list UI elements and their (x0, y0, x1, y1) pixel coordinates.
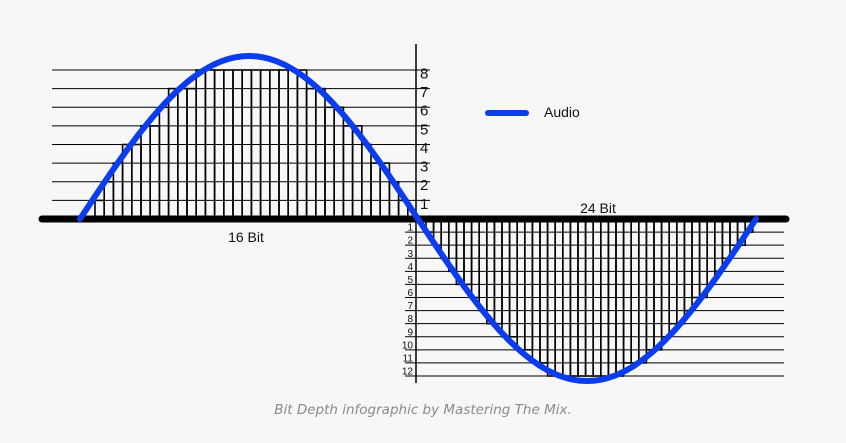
label-16-bit: 16 Bit (228, 229, 264, 245)
sample-bar-16bit (370, 162, 381, 220)
upper-level-label: 5 (420, 121, 428, 138)
sample-bar-16bit (167, 87, 179, 220)
lower-level-label: 11 (403, 353, 414, 364)
upper-level-label: 2 (420, 177, 428, 194)
lower-level-label: 2 (407, 236, 413, 247)
upper-level-label: 8 (420, 65, 428, 82)
sample-bar-16bit (342, 125, 354, 220)
lower-level-label: 10 (402, 340, 414, 351)
legend-audio-label: Audio (544, 104, 580, 120)
upper-level-label: 3 (420, 159, 428, 176)
lower-level-label: 8 (407, 314, 413, 325)
sample-bar-16bit (314, 87, 326, 220)
sample-bar-24bit (630, 218, 640, 364)
sample-bar-24bit (463, 218, 473, 286)
lower-level-label: 7 (407, 301, 413, 312)
legend: Audio (485, 104, 580, 120)
sample-bar-24bit (539, 218, 549, 364)
sample-bar-24bit (637, 218, 648, 364)
sample-bar-24bit (721, 218, 731, 260)
sample-bar-24bit (508, 218, 519, 338)
sample-bar-16bit (149, 125, 161, 220)
sample-bar-16bit (186, 87, 197, 220)
sample-bar-24bit (478, 218, 488, 312)
sample-bar-24bit (683, 218, 693, 312)
sample-bar-24bit (501, 218, 511, 338)
lower-level-label: 4 (407, 262, 413, 273)
sample-bar-16bit (305, 87, 317, 220)
upper-level-label: 1 (420, 196, 428, 213)
upper-level-label: 7 (420, 84, 428, 101)
lower-level-label: 1 (407, 223, 413, 234)
sample-bar-24bit (622, 218, 632, 364)
sample-bar-24bit (531, 218, 541, 364)
audio-waveform (77, 53, 759, 384)
lower-level-label: 12 (402, 367, 414, 378)
sample-bar-24bit (706, 218, 716, 286)
upper-level-label: 6 (420, 103, 428, 120)
lower-level-label: 3 (407, 249, 413, 260)
image-caption: Bit Depth infographic by Mastering The M… (274, 402, 572, 418)
lower-level-label: 5 (407, 275, 413, 286)
lower-level-label: 6 (407, 288, 413, 299)
sample-bar-24bit (660, 218, 670, 338)
upper-level-label: 4 (420, 140, 428, 157)
lower-quantization-grid (405, 231, 784, 377)
sample-bar-16bit (140, 125, 151, 220)
label-24-bit: 24 Bit (580, 200, 616, 216)
lower-level-label: 9 (407, 327, 413, 338)
sample-bar-16bit (177, 87, 188, 220)
16-bit-level-labels: 1 23 4 56 7 8 (420, 65, 428, 212)
